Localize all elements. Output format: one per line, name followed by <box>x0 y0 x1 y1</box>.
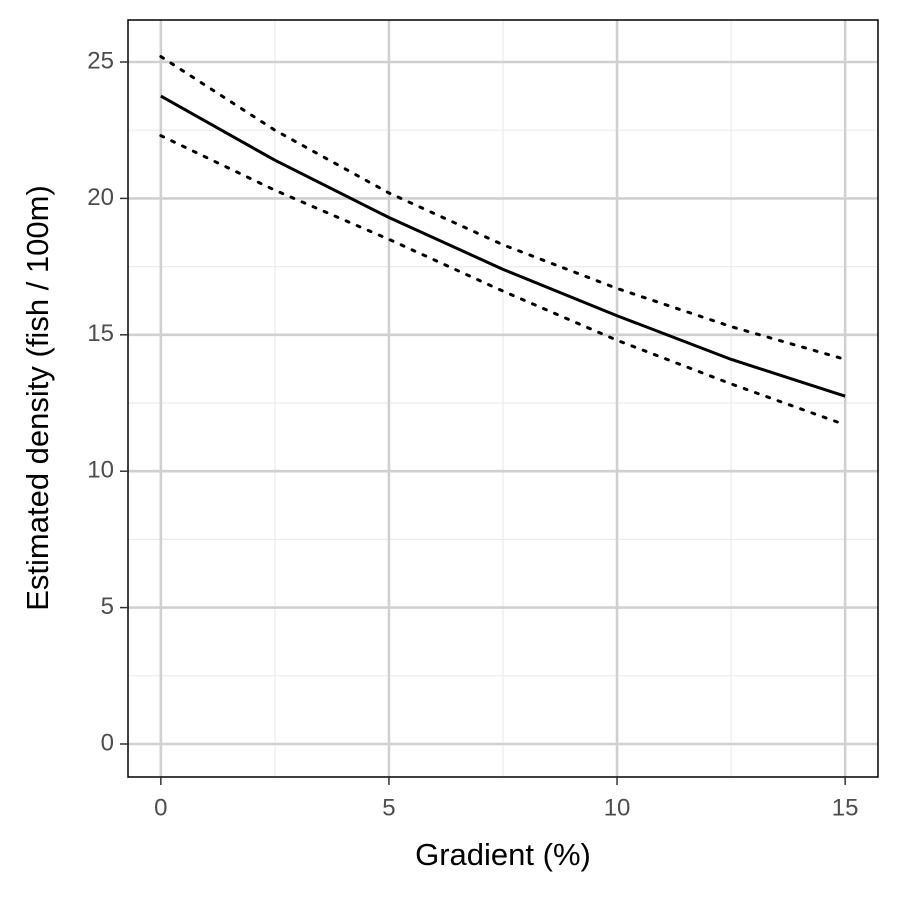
ticks: 0 5 10 15 0 5 10 15 20 25 <box>87 47 858 821</box>
x-tick-label: 15 <box>832 794 859 821</box>
series-line <box>160 94 846 398</box>
y-tick-label: 0 <box>101 729 114 756</box>
grid <box>128 20 878 777</box>
x-tick-label: 10 <box>604 794 631 821</box>
x-tick-label: 5 <box>382 794 395 821</box>
y-tick-label: 10 <box>87 457 114 484</box>
series-line <box>159 134 847 427</box>
x-axis-title: Gradient (%) <box>415 837 591 872</box>
lines <box>159 55 847 427</box>
y-tick-label: 15 <box>87 320 114 347</box>
y-tick-label: 5 <box>101 593 114 620</box>
x-tick-label: 0 <box>154 794 167 821</box>
series-line <box>159 55 847 361</box>
y-axis-title: Estimated density (fish / 100m) <box>20 185 55 611</box>
panel-border <box>127 19 879 778</box>
y-tick-label: 25 <box>87 47 114 74</box>
y-tick-label: 20 <box>87 184 114 211</box>
